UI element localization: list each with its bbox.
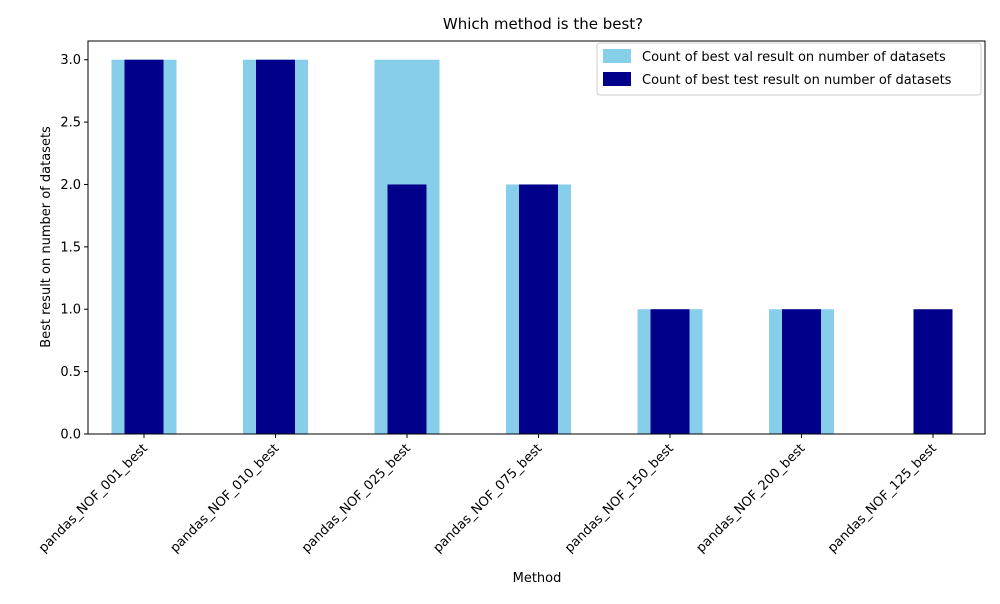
bar-test-pandas_NOF_075_best <box>519 184 558 434</box>
y-tick-label: 2.5 <box>60 116 81 131</box>
y-tick-label: 1.0 <box>60 303 81 318</box>
legend-label-val: Count of best val result on number of da… <box>642 50 946 65</box>
x-tick-label: pandas_NOF_010_best <box>168 441 283 556</box>
legend-box <box>596 42 982 96</box>
bar-test-pandas_NOF_200_best <box>782 309 821 434</box>
legend-label-test: Count of best test result on number of d… <box>642 73 952 88</box>
y-tick-label: 2.0 <box>60 178 81 193</box>
bar-test-pandas_NOF_010_best <box>256 59 295 434</box>
legend-swatch-val <box>603 49 631 63</box>
x-tick-label: pandas_NOF_001_best <box>36 441 151 556</box>
y-tick-label: 1.5 <box>60 240 81 255</box>
plot-frame <box>87 40 986 435</box>
bar-test-pandas_NOF_025_best <box>387 184 427 434</box>
x-tick-label: pandas_NOF_200_best <box>694 441 809 556</box>
chart-title: Which method is the best? <box>443 15 643 33</box>
x-tick-label: pandas_NOF_075_best <box>431 441 546 556</box>
y-axis-label: Best result on number of datasets <box>39 126 54 348</box>
y-tick-label: 3.0 <box>60 53 81 68</box>
x-axis-label: Method <box>513 571 562 586</box>
y-tick-label: 0.0 <box>60 428 81 443</box>
legend-swatch-test <box>603 72 631 86</box>
bar-test-pandas_NOF_125_best <box>913 309 953 434</box>
legend: Count of best val result on number of da… <box>596 42 982 96</box>
x-tick-label: pandas_NOF_125_best <box>825 441 940 556</box>
bars-layer <box>111 59 953 434</box>
x-tick-label: pandas_NOF_150_best <box>562 441 677 556</box>
y-axis: 0.0 0.5 1.0 1.5 2.0 2.5 3.0 <box>60 53 88 443</box>
x-axis: pandas_NOF_001_best pandas_NOF_010_best pa… <box>36 434 940 556</box>
x-tick-label: pandas_NOF_025_best <box>299 441 414 556</box>
y-tick-label: 0.5 <box>60 365 81 380</box>
bar-test-pandas_NOF_001_best <box>124 59 164 434</box>
bar-test-pandas_NOF_150_best <box>650 309 690 434</box>
